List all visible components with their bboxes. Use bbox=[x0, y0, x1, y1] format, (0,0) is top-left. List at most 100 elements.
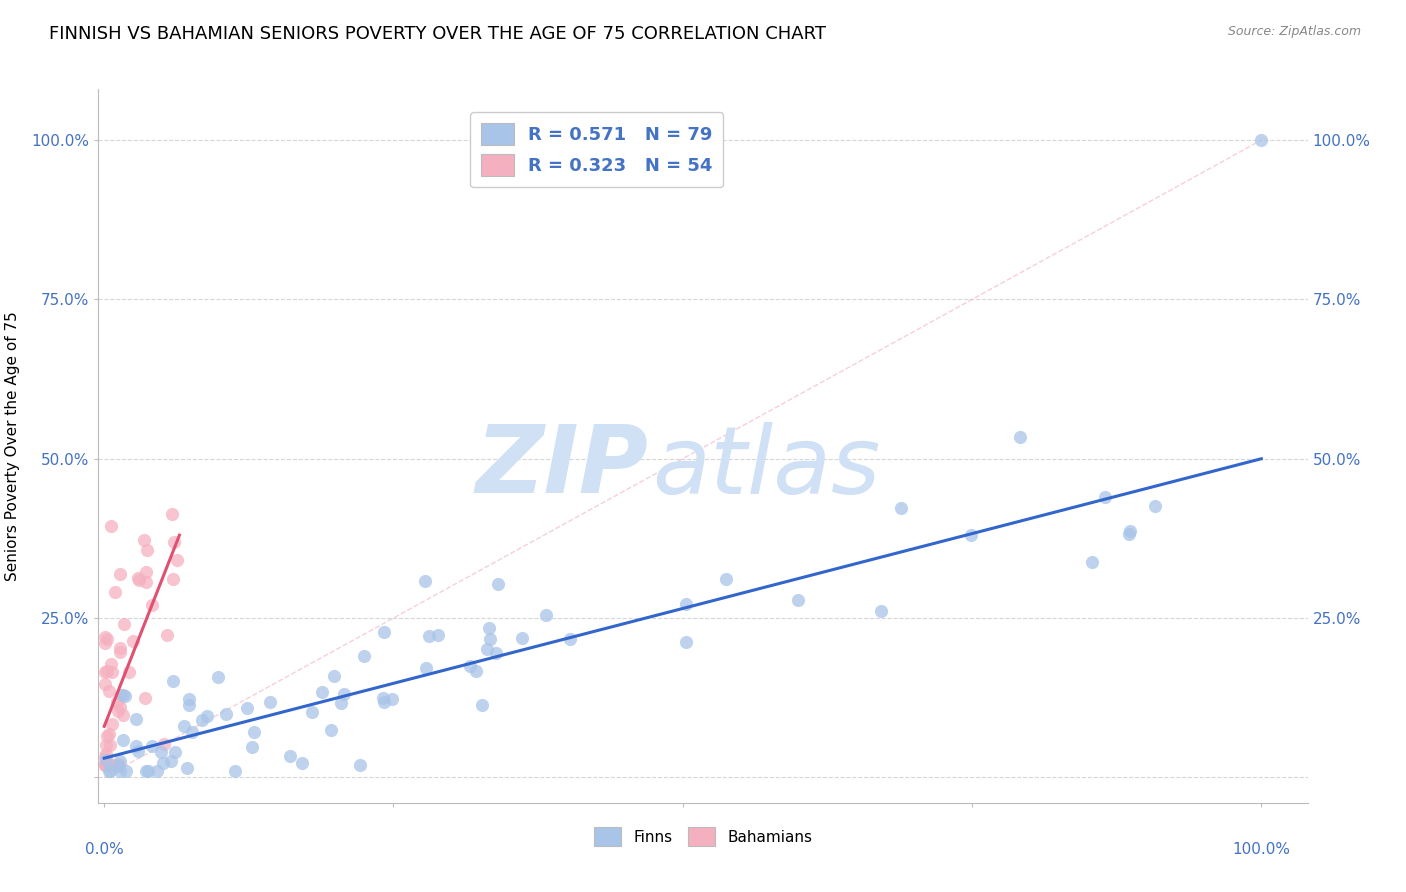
Point bbox=[301, 705, 323, 719]
Point bbox=[160, 507, 183, 521]
Point bbox=[786, 593, 808, 607]
Point bbox=[94, 756, 117, 770]
Point bbox=[134, 690, 156, 705]
Point bbox=[111, 688, 134, 702]
Point bbox=[162, 572, 184, 586]
Point bbox=[121, 634, 143, 648]
Text: Source: ZipAtlas.com: Source: ZipAtlas.com bbox=[1227, 25, 1361, 38]
Point bbox=[512, 632, 534, 646]
Point bbox=[94, 749, 117, 764]
Point bbox=[108, 754, 131, 768]
Point bbox=[1094, 490, 1116, 504]
Point bbox=[94, 757, 117, 772]
Point bbox=[136, 543, 159, 558]
Point bbox=[94, 665, 117, 679]
Point bbox=[371, 690, 394, 705]
Point bbox=[180, 725, 202, 739]
Point bbox=[224, 764, 246, 778]
Point bbox=[177, 692, 200, 706]
Point bbox=[311, 685, 333, 699]
Point bbox=[108, 757, 131, 772]
Point bbox=[141, 598, 163, 612]
Point bbox=[353, 648, 375, 663]
Point bbox=[413, 574, 436, 588]
Point bbox=[291, 756, 314, 770]
Point bbox=[97, 757, 120, 772]
Point bbox=[330, 696, 353, 710]
Point bbox=[333, 687, 356, 701]
Point bbox=[207, 670, 229, 684]
Point bbox=[136, 764, 159, 778]
Point bbox=[98, 727, 121, 741]
Point bbox=[1143, 499, 1166, 513]
Point bbox=[675, 635, 697, 649]
Point bbox=[179, 698, 201, 712]
Point bbox=[105, 695, 128, 709]
Point bbox=[152, 756, 174, 771]
Point bbox=[478, 621, 501, 635]
Point bbox=[1118, 524, 1140, 538]
Point bbox=[96, 729, 118, 743]
Point bbox=[1080, 555, 1102, 569]
Point bbox=[165, 745, 187, 759]
Point bbox=[110, 566, 132, 581]
Point bbox=[215, 706, 238, 721]
Point bbox=[97, 764, 120, 778]
Point bbox=[259, 695, 281, 709]
Point bbox=[125, 712, 148, 726]
Legend: Finns, Bahamians: Finns, Bahamians bbox=[588, 822, 818, 852]
Point bbox=[166, 553, 188, 567]
Point bbox=[96, 757, 118, 772]
Point bbox=[96, 753, 118, 767]
Point bbox=[108, 641, 131, 656]
Point bbox=[132, 533, 155, 547]
Point bbox=[94, 677, 117, 691]
Point bbox=[381, 691, 404, 706]
Point bbox=[675, 597, 697, 611]
Point bbox=[135, 764, 157, 778]
Point bbox=[135, 574, 157, 589]
Point bbox=[479, 632, 502, 646]
Point bbox=[107, 704, 129, 718]
Point bbox=[418, 629, 440, 643]
Point bbox=[100, 738, 122, 752]
Point bbox=[415, 661, 437, 675]
Point bbox=[486, 577, 509, 591]
Point bbox=[103, 757, 125, 772]
Point bbox=[94, 757, 117, 772]
Point bbox=[96, 632, 118, 646]
Point bbox=[149, 745, 172, 759]
Point bbox=[108, 645, 131, 659]
Point bbox=[100, 657, 122, 671]
Point bbox=[156, 627, 179, 641]
Point bbox=[176, 761, 198, 775]
Point bbox=[127, 744, 149, 758]
Point bbox=[534, 608, 557, 623]
Text: atlas: atlas bbox=[652, 422, 880, 513]
Point bbox=[108, 764, 131, 778]
Text: ZIP: ZIP bbox=[475, 421, 648, 514]
Point bbox=[235, 700, 257, 714]
Point bbox=[960, 528, 983, 542]
Point bbox=[464, 664, 486, 678]
Point bbox=[890, 501, 912, 516]
Text: 0.0%: 0.0% bbox=[84, 842, 124, 857]
Point bbox=[97, 684, 120, 698]
Point bbox=[191, 714, 214, 728]
Text: FINNISH VS BAHAMIAN SENIORS POVERTY OVER THE AGE OF 75 CORRELATION CHART: FINNISH VS BAHAMIAN SENIORS POVERTY OVER… bbox=[49, 25, 827, 43]
Point bbox=[112, 708, 135, 723]
Point bbox=[96, 757, 118, 772]
Point bbox=[111, 732, 134, 747]
Point bbox=[1250, 133, 1272, 147]
Point bbox=[173, 719, 195, 733]
Point bbox=[94, 747, 117, 761]
Point bbox=[141, 739, 163, 753]
Point bbox=[127, 571, 149, 585]
Point bbox=[118, 665, 141, 680]
Point bbox=[558, 632, 581, 646]
Point bbox=[160, 754, 183, 768]
Point bbox=[475, 642, 498, 657]
Point bbox=[103, 585, 125, 599]
Point bbox=[135, 565, 157, 579]
Point bbox=[98, 757, 121, 772]
